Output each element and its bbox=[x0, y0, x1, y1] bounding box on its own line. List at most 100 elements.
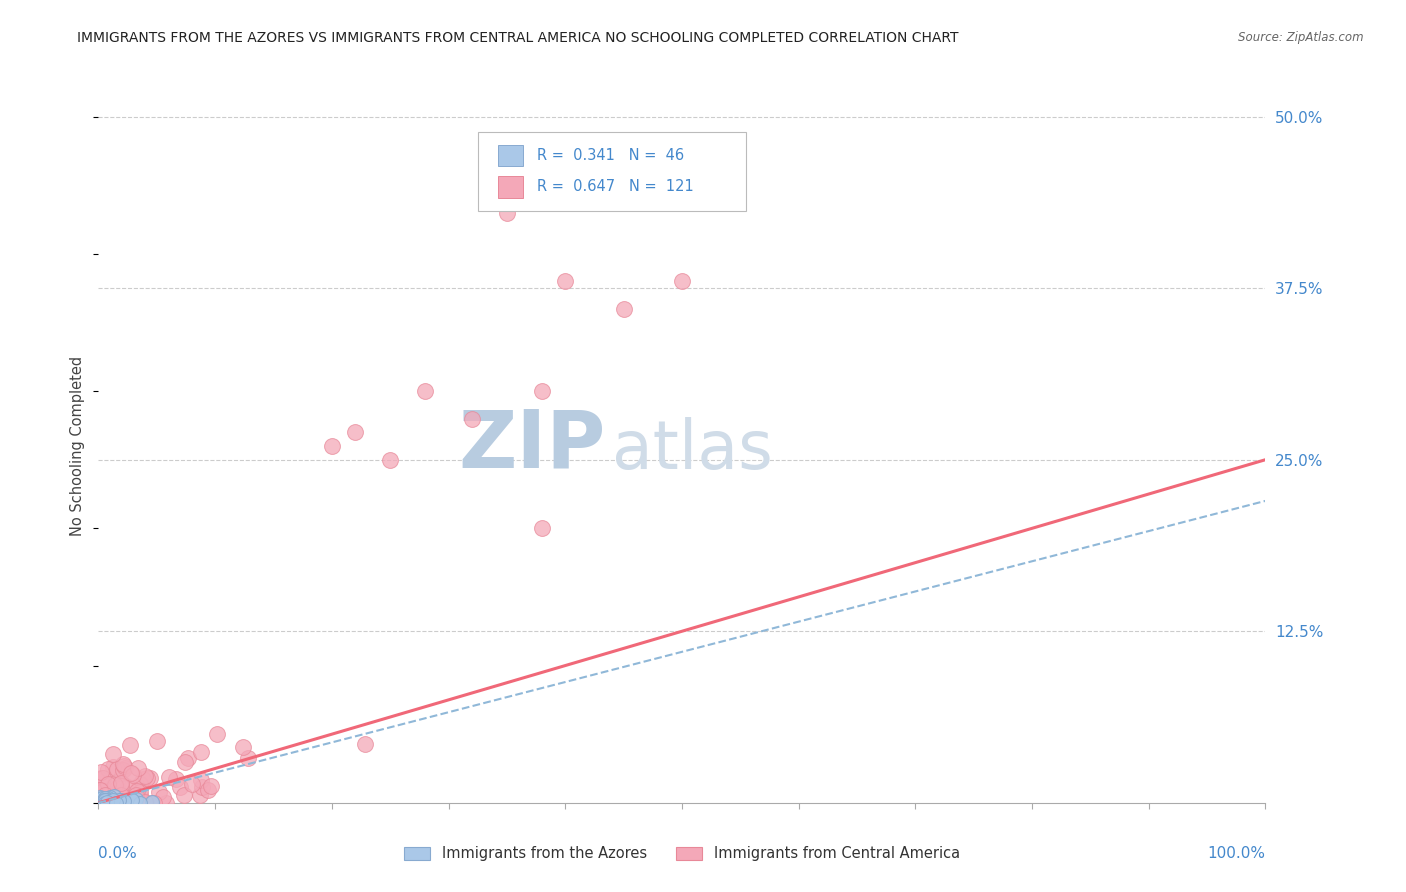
Point bbox=[93, 796, 115, 810]
Point bbox=[165, 772, 187, 787]
Point bbox=[108, 796, 131, 810]
Point bbox=[121, 793, 143, 807]
Point bbox=[98, 787, 121, 801]
Point bbox=[613, 301, 636, 316]
Point bbox=[97, 796, 120, 810]
Point bbox=[89, 795, 111, 809]
Point bbox=[97, 796, 120, 810]
Point bbox=[94, 795, 117, 809]
FancyBboxPatch shape bbox=[498, 177, 523, 198]
Point bbox=[89, 792, 111, 806]
Point bbox=[100, 796, 122, 810]
Point bbox=[93, 796, 115, 810]
Point bbox=[110, 789, 132, 803]
Point bbox=[110, 776, 132, 790]
Point bbox=[97, 794, 120, 808]
Point bbox=[554, 274, 576, 288]
Point bbox=[134, 795, 156, 809]
Point bbox=[101, 794, 124, 808]
Point bbox=[135, 796, 157, 810]
Point bbox=[100, 796, 122, 810]
Point bbox=[121, 768, 143, 782]
Point bbox=[344, 425, 367, 440]
Point bbox=[89, 796, 111, 810]
Point bbox=[105, 796, 128, 810]
Point bbox=[530, 384, 553, 398]
Point bbox=[139, 771, 162, 785]
Point bbox=[96, 793, 118, 807]
Point bbox=[129, 777, 152, 791]
Point bbox=[111, 796, 134, 810]
Point bbox=[93, 796, 115, 810]
Point bbox=[97, 796, 120, 810]
Point bbox=[110, 779, 132, 793]
Point bbox=[96, 793, 118, 807]
Point bbox=[105, 775, 128, 789]
Point bbox=[90, 771, 112, 785]
Point bbox=[115, 796, 138, 810]
Point bbox=[89, 793, 111, 807]
Point bbox=[89, 796, 111, 810]
Point bbox=[117, 796, 139, 810]
Point bbox=[96, 762, 118, 776]
Point bbox=[94, 791, 117, 805]
Point bbox=[90, 765, 112, 780]
Point bbox=[134, 769, 156, 783]
Point bbox=[111, 756, 134, 771]
Point bbox=[127, 784, 149, 798]
Point bbox=[104, 796, 127, 810]
Point bbox=[108, 793, 131, 807]
FancyBboxPatch shape bbox=[498, 145, 523, 166]
Text: 100.0%: 100.0% bbox=[1208, 846, 1265, 861]
Point bbox=[107, 788, 129, 802]
Point bbox=[111, 763, 134, 777]
Point bbox=[461, 411, 484, 425]
Point bbox=[105, 796, 128, 810]
Point bbox=[117, 780, 139, 795]
Point bbox=[496, 205, 519, 219]
Point bbox=[91, 784, 114, 798]
Text: IMMIGRANTS FROM THE AZORES VS IMMIGRANTS FROM CENTRAL AMERICA NO SCHOOLING COMPL: IMMIGRANTS FROM THE AZORES VS IMMIGRANTS… bbox=[77, 31, 959, 45]
Point bbox=[97, 796, 120, 810]
Point bbox=[89, 783, 111, 797]
Point bbox=[91, 771, 114, 785]
Point bbox=[200, 779, 222, 793]
Point bbox=[181, 777, 204, 791]
Point bbox=[89, 796, 111, 810]
Text: R =  0.341   N =  46: R = 0.341 N = 46 bbox=[537, 148, 685, 163]
Point bbox=[112, 794, 135, 808]
Legend: Immigrants from the Azores, Immigrants from Central America: Immigrants from the Azores, Immigrants f… bbox=[398, 840, 966, 867]
Text: atlas: atlas bbox=[612, 417, 773, 483]
Point bbox=[97, 796, 120, 810]
Point bbox=[89, 789, 111, 804]
Point bbox=[125, 792, 148, 806]
Point bbox=[97, 796, 120, 810]
Point bbox=[190, 745, 212, 759]
Point bbox=[128, 784, 150, 798]
Point bbox=[89, 796, 111, 810]
Point bbox=[157, 771, 180, 785]
Point bbox=[118, 795, 141, 809]
Point bbox=[93, 793, 115, 807]
Point bbox=[105, 796, 128, 810]
Point bbox=[148, 785, 170, 799]
Point bbox=[103, 793, 125, 807]
Point bbox=[136, 771, 159, 785]
Point bbox=[121, 793, 143, 807]
Point bbox=[93, 793, 115, 807]
Point bbox=[90, 792, 112, 806]
Point bbox=[143, 796, 166, 810]
Point bbox=[141, 795, 163, 809]
Point bbox=[91, 796, 114, 810]
Point bbox=[91, 796, 114, 810]
Point bbox=[118, 738, 141, 752]
Point bbox=[103, 747, 125, 761]
Point bbox=[127, 794, 149, 808]
Point bbox=[93, 789, 115, 803]
Point bbox=[89, 796, 111, 810]
Point bbox=[232, 739, 254, 754]
Y-axis label: No Schooling Completed: No Schooling Completed bbox=[70, 356, 86, 536]
Point bbox=[90, 796, 112, 810]
Point bbox=[174, 755, 197, 769]
Point bbox=[117, 791, 139, 805]
